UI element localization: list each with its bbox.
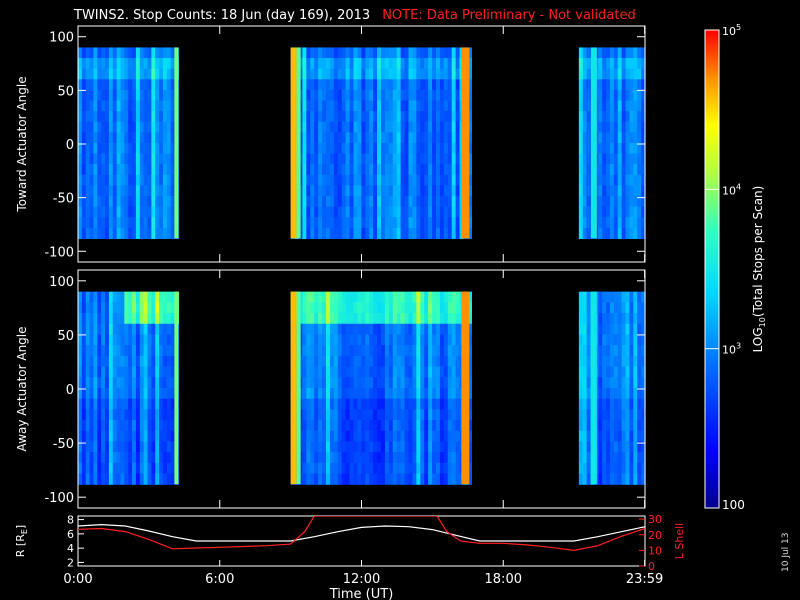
ytick-label: -100 bbox=[44, 491, 74, 506]
figure-title: TWINS2. Stop Counts: 18 Jun (day 169), 2… bbox=[74, 8, 636, 23]
radius-series-line bbox=[78, 523, 645, 542]
ytick-label: 50 bbox=[57, 329, 74, 344]
colorbar-bottom-label: 100 bbox=[722, 498, 745, 512]
ytick-label-right: 20 bbox=[648, 529, 662, 542]
date-stamp: 10 Jul 13 bbox=[781, 532, 791, 573]
ytick-label-left: 2 bbox=[67, 556, 74, 569]
x-axis-label: Time (UT) bbox=[329, 587, 394, 600]
colorbar: 105 104 103 100 LOG10(Total Stops per Scan) bbox=[704, 23, 767, 512]
ytick-label: -50 bbox=[53, 192, 74, 207]
ytick-label: -50 bbox=[53, 437, 74, 452]
ytick-label-right: 30 bbox=[648, 513, 662, 526]
colorbar-gradient bbox=[704, 29, 720, 509]
ytick-label: 0 bbox=[66, 383, 74, 398]
ytick-label: 100 bbox=[49, 31, 74, 46]
ytick-label: 0 bbox=[66, 138, 74, 153]
xtick-label: 12:00 bbox=[343, 572, 380, 587]
y-axis-label: Toward Actuator Angle bbox=[15, 76, 29, 212]
away-angle-panel: -100 -50 0 50 100 Away Actuator Angle bbox=[15, 269, 646, 509]
colorbar-tick-label: 105 bbox=[722, 23, 741, 38]
ytick-label-right: 0 bbox=[648, 560, 655, 573]
ytick-label: 50 bbox=[57, 84, 74, 99]
ytick-label: 100 bbox=[49, 275, 74, 290]
ytick-label-left: 6 bbox=[67, 528, 74, 541]
xtick-label: 18:00 bbox=[485, 572, 522, 587]
ytick-label: -100 bbox=[44, 245, 74, 260]
orbit-left-label: R [RE] bbox=[14, 525, 29, 557]
xtick-label: 23:59 bbox=[626, 572, 663, 587]
xtick-label: 0:00 bbox=[63, 572, 92, 587]
xtick-label: 6:00 bbox=[205, 572, 234, 587]
preliminary-note: NOTE: Data Preliminary - Not validated bbox=[382, 8, 636, 23]
ytick-label-left: 4 bbox=[67, 542, 74, 555]
ytick-label-left: 8 bbox=[67, 514, 74, 527]
colorbar-label: LOG10(Total Stops per Scan) bbox=[751, 186, 767, 353]
toward-angle-panel: -100 -50 0 50 100 Toward Actuator Angle bbox=[15, 25, 646, 263]
y-axis-label: Away Actuator Angle bbox=[15, 326, 29, 451]
title-text: TWINS2. Stop Counts: 18 Jun (day 169), 2… bbox=[74, 8, 371, 23]
orbit-right-label: L Shell bbox=[673, 523, 686, 559]
lshell-series-line bbox=[78, 516, 645, 552]
ytick-label-right: 10 bbox=[648, 544, 662, 557]
colorbar-tick-label: 103 bbox=[722, 342, 741, 357]
colorbar-tick-label: 104 bbox=[722, 182, 741, 197]
